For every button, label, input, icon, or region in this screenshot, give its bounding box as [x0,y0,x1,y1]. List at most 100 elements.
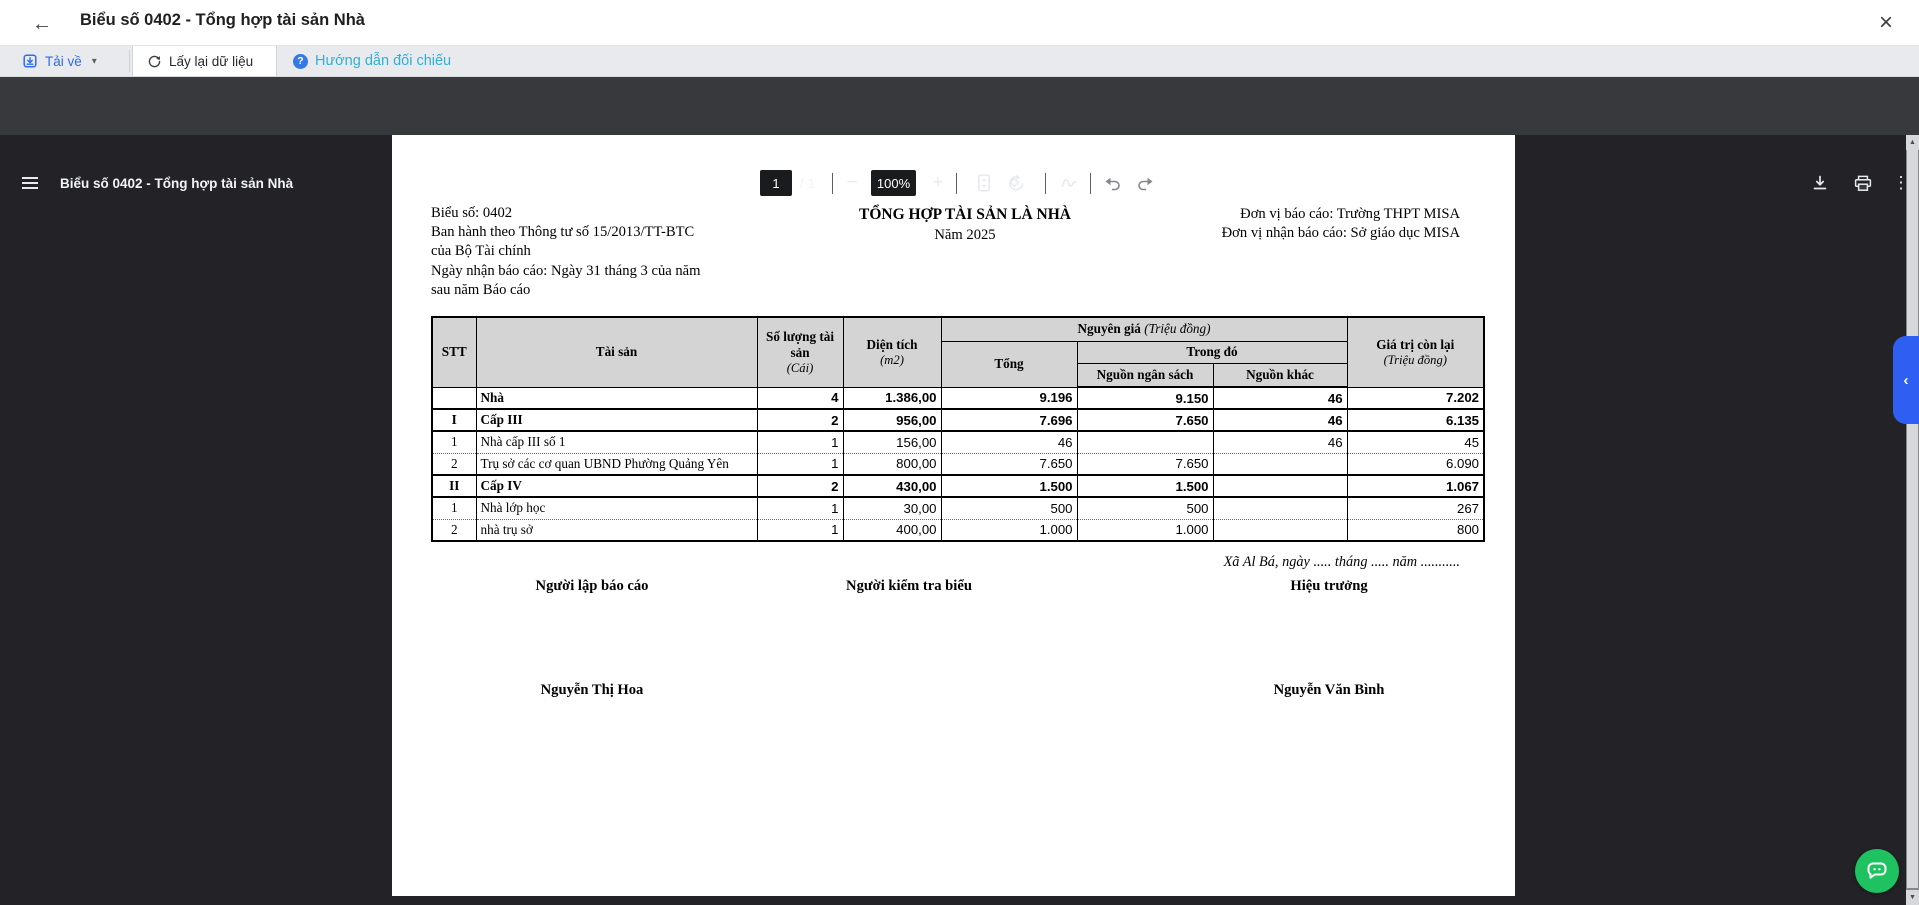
zoom-out-button[interactable]: − [836,167,868,199]
menu-button[interactable] [14,167,46,199]
cell-name: Nhà cấp III số 1 [475,430,758,453]
col-header-asset: Tài sản [475,316,758,388]
table-row: 2 nhà trụ sở 1 400,00 1.000 1.000 800 [431,518,1485,541]
chevron-left-icon: ‹ [1903,371,1909,389]
undo-button[interactable] [1096,167,1128,199]
cell-other [1212,496,1348,519]
refresh-icon [148,55,161,67]
scroll-down-button[interactable]: ▼ [1906,890,1919,905]
cell-budget: 500 [1076,496,1214,519]
redo-button[interactable] [1129,167,1161,199]
table-row: 2 Trụ sở các cơ quan UBND Phường Quảng Yê… [431,452,1485,475]
print-button[interactable] [1847,167,1879,199]
cell-name: Nhà [475,386,758,409]
signature-role-preparer: Người lập báo cáo [535,578,649,594]
cell-total: 7.650 [940,452,1078,475]
arrow-left-icon: ← [32,12,52,35]
close-button[interactable]: × [1871,8,1901,38]
cell-area: 956,00 [842,408,942,431]
scrollbar-thumb[interactable] [1907,150,1918,888]
table-row: II Cấp IV 2 430,00 1.500 1.500 1.067 [431,474,1485,497]
col-header-area: Diện tích (m2) [842,316,942,388]
reload-data-label: Lấy lại dữ liệu [169,53,254,69]
cell-qty: 2 [756,474,844,497]
cell-area: 400,00 [842,518,942,541]
guide-button[interactable]: ? Hướng dẫn đối chiếu [285,46,451,76]
document-page: Biểu số: 0402 Ban hành theo Thông tư số … [392,135,1515,896]
report-title-block: TỔNG HỢP TÀI SẢN LÀ NHÀ Năm 2025 [790,206,1140,244]
signature-role-principal: Hiệu trưởng [1290,578,1368,594]
cell-total: 46 [940,430,1078,453]
col-header-original-cost: Nguyên giá (Triệu đồng) [940,316,1348,342]
scroll-up-button[interactable]: ▲ [1906,135,1919,150]
rotate-ccw-icon [1009,175,1024,191]
cell-other: 46 [1212,408,1348,431]
meta-line: Đơn vị nhận báo cáo: Sở giáo dục MISA [1221,225,1460,242]
cell-qty: 1 [756,496,844,519]
fit-to-page-button[interactable] [968,167,1000,199]
table-row: 1 Nhà lớp học 1 30,00 500 500 267 [431,496,1485,519]
chat-bubble-icon [1867,862,1887,879]
col-header-quantity: Số lượng tài sản (Cái) [756,316,844,388]
viewer-scrollbar[interactable]: ▲ ▼ [1906,135,1919,905]
reload-data-button[interactable]: Lấy lại dữ liệu [132,46,277,76]
page-number-input[interactable] [760,170,792,196]
rotate-button[interactable] [1000,167,1032,199]
squiggle-pen-icon [1061,179,1077,188]
cell-qty: 4 [756,386,844,409]
asset-table: STT Tài sản Số lượng tài sản (Cái) Diện … [431,316,1486,542]
col-header-budget-source: Nguồn ngân sách [1076,362,1214,388]
more-options-button[interactable]: ⋮ [1885,167,1917,199]
help-icon: ? [293,53,308,69]
minus-icon: − [846,172,858,193]
cell-remain: 800 [1346,518,1485,541]
table-row: I Cấp III 2 956,00 7.696 7.650 46 6.135 [431,408,1485,431]
meta-line: Biểu số: 0402 [431,205,513,221]
col-header-other-source: Nguồn khác [1212,362,1348,388]
printer-icon [1854,175,1872,191]
cell-budget [1076,430,1214,453]
back-button[interactable]: ← [28,10,56,38]
cell-total: 1.500 [940,474,1078,497]
cell-remain: 6.090 [1346,452,1485,475]
cell-area: 1.386,00 [842,386,942,409]
table-row: 1 Nhà cấp III số 1 1 156,00 46 46 45 [431,430,1485,453]
download-button[interactable]: Tải về ▾ [10,46,128,76]
action-bar: Tải về ▾ Lấy lại dữ liệu ? Hướng dẫn đối… [0,46,1919,77]
undo-icon [1105,177,1120,190]
meta-line: Ngày nhận báo cáo: Ngày 31 tháng 3 của n… [431,262,701,279]
cell-total: 9.196 [940,386,1078,409]
cell-name: Trụ sở các cơ quan UBND Phường Quảng Yên [475,452,758,475]
cell-remain: 267 [1346,496,1485,519]
download-pdf-button[interactable] [1804,167,1836,199]
cell-qty: 1 [756,452,844,475]
divider [1090,173,1091,194]
download-label: Tải về [45,53,82,69]
meta-line: sau năm Báo cáo [431,281,531,298]
chat-support-button[interactable] [1855,849,1899,893]
cell-stt: 2 [431,452,477,475]
report-meta-right: Đơn vị báo cáo: Trường THPT MISA Đơn vị … [1222,205,1460,243]
annotate-button[interactable] [1053,167,1085,199]
cell-stt: 1 [431,496,477,519]
pdf-toolbar: Biểu số 0402 - Tổng hợp tài sản Nhà / 1 … [0,77,1919,196]
meta-line: Đơn vị báo cáo: Trường THPT MISA [1240,206,1460,222]
redo-icon [1137,177,1152,190]
cell-budget: 7.650 [1076,408,1214,431]
side-panel-toggle[interactable]: ‹ [1893,336,1919,424]
table-row: Nhà 4 1.386,00 9.196 9.150 46 7.202 [431,386,1485,409]
zoom-in-button[interactable]: + [922,167,954,199]
signature-role-checker: Người kiểm tra biểu [846,578,972,594]
cell-area: 430,00 [842,474,942,497]
zoom-level-display: 100% [871,170,916,196]
download-icon [23,54,37,68]
cell-other: 46 [1212,430,1348,453]
chevron-down-icon: ▾ [91,55,97,67]
plus-icon: + [932,172,944,193]
cell-other [1212,452,1348,475]
cell-stt: II [431,474,477,497]
cell-budget: 7.650 [1076,452,1214,475]
hamburger-icon [22,177,38,189]
col-header-total: Tổng [940,340,1078,388]
cell-budget: 9.150 [1076,386,1214,409]
